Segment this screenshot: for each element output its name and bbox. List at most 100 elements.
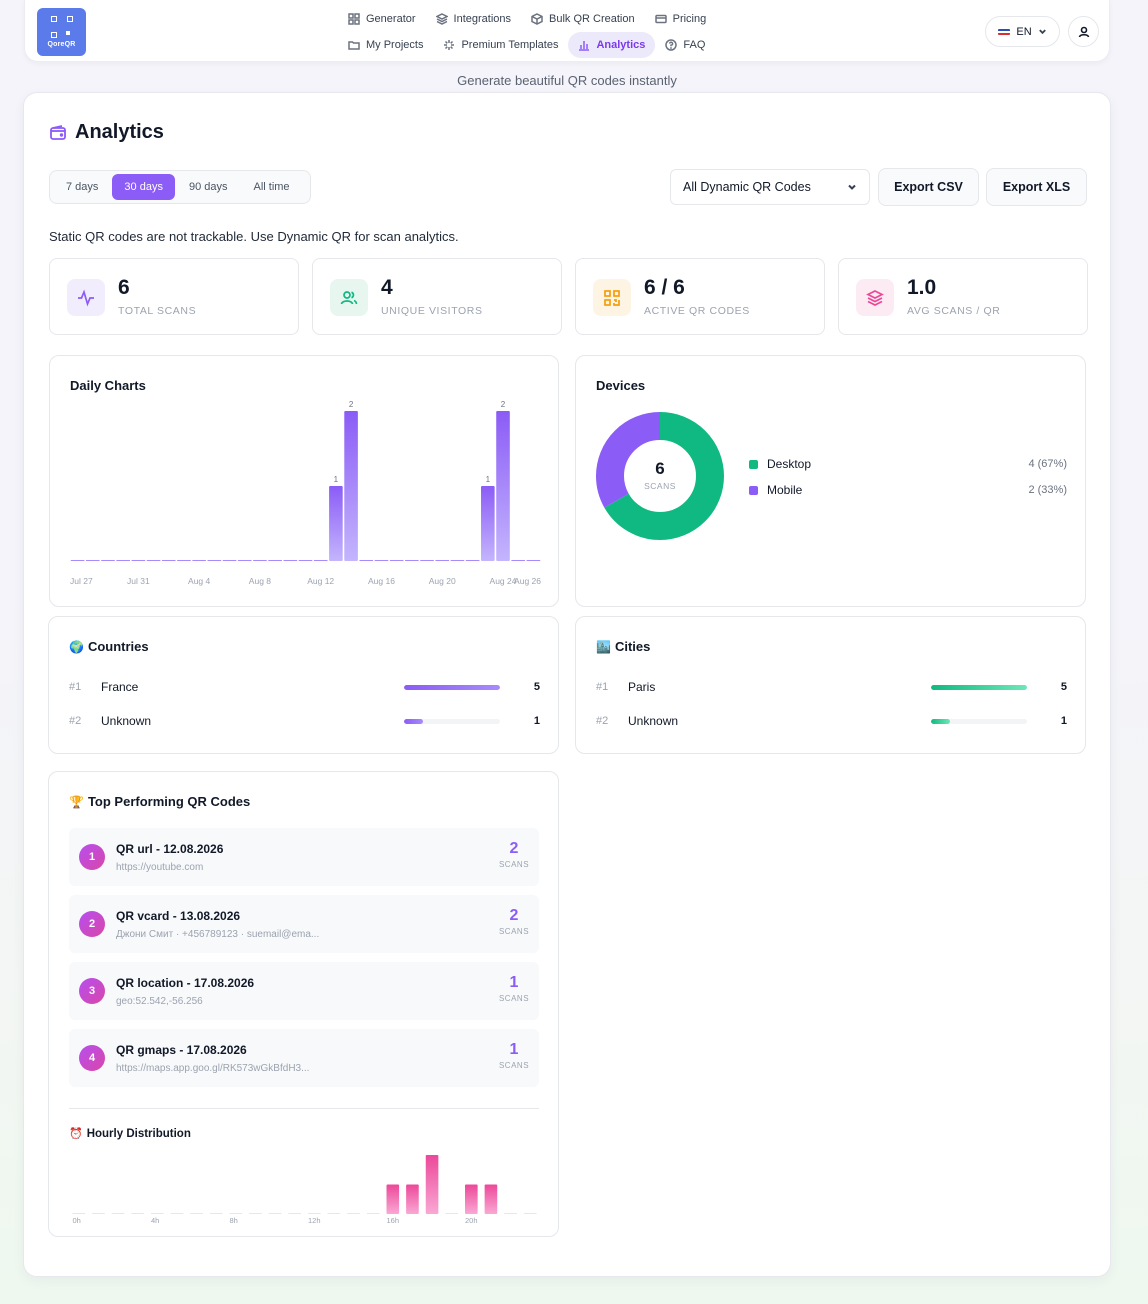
daily-bar — [70, 560, 85, 561]
bar-chart-icon — [579, 41, 590, 51]
qr-scan-count: 1 SCANS — [497, 974, 531, 1003]
hourly-bar — [249, 1213, 262, 1214]
rank-bar-fill — [404, 684, 500, 690]
range-7-days[interactable]: 7 days — [66, 181, 99, 193]
page-title: Analytics — [49, 121, 164, 144]
top-qr-item[interactable]: 2 QR vcard - 13.08.2026 Джони Смит · +45… — [69, 895, 539, 953]
hourly-bar — [72, 1213, 86, 1214]
qr-name: QR vcard - 13.08.2026 — [116, 909, 241, 923]
hourly-bar — [268, 1213, 282, 1214]
globe-icon: 🌍 — [69, 639, 84, 654]
divider — [69, 1108, 539, 1109]
range-90-days[interactable]: 90 days — [188, 181, 228, 193]
scan-label: SCANS — [498, 860, 530, 869]
nav-label: Premium Templates — [461, 39, 559, 51]
nav-generator[interactable]: Generator — [338, 6, 426, 32]
hourly-bar[interactable] — [484, 1184, 498, 1215]
nav-label: Pricing — [672, 13, 707, 25]
nav-pricing[interactable]: Pricing — [645, 6, 717, 32]
range-all-time[interactable]: All time — [253, 181, 290, 193]
hourly-bar — [504, 1213, 517, 1214]
daily-bar — [177, 560, 191, 561]
qr-logo-icon — [50, 16, 73, 38]
hourly-bar — [92, 1213, 105, 1214]
user-menu-button[interactable] — [1068, 16, 1099, 47]
brand-name: QoreQR — [47, 41, 76, 48]
nav-faq[interactable]: FAQ — [655, 32, 715, 58]
daily-bar — [450, 560, 465, 561]
panel-title: Devices — [596, 378, 646, 393]
nav-label: Bulk QR Creation — [549, 13, 635, 25]
rank-bar-fill — [404, 718, 424, 724]
daily-tick-label: Aug 12 — [307, 576, 334, 586]
export-xls-button[interactable]: Export XLS — [986, 168, 1087, 206]
cities-panel: 🏙️ Cities #1 Paris 5 #2 Unknown 1 — [575, 616, 1086, 754]
scan-number: 1 — [509, 1041, 519, 1058]
nav-bulk-qr[interactable]: Bulk QR Creation — [521, 6, 645, 32]
activity-icon — [67, 279, 105, 316]
language-selector[interactable]: EN — [985, 16, 1060, 47]
daily-bar[interactable] — [481, 486, 495, 561]
daily-bar[interactable] — [496, 411, 510, 561]
countries-panel: 🌍 Countries #1 France 5 #2 Unknown 1 — [48, 616, 559, 754]
daily-bar[interactable] — [344, 411, 358, 561]
city-icon: 🏙️ — [596, 639, 611, 654]
rank-badge: 4 — [79, 1045, 105, 1071]
range-30-days[interactable]: 30 days — [112, 174, 175, 200]
daily-bar — [85, 560, 100, 561]
qr-name: QR url - 12.08.2026 — [116, 842, 224, 856]
scan-label: SCANS — [498, 994, 530, 1003]
hourly-bar[interactable] — [386, 1184, 400, 1215]
qr-filter-select[interactable]: All Dynamic QR Codes — [670, 169, 870, 205]
rank-bar — [404, 718, 500, 724]
daily-bar — [161, 560, 176, 561]
nav-row-primary: Generator Integrations Bulk QR Creation … — [338, 6, 716, 32]
country-row: #1 France 5 — [69, 677, 540, 697]
panel-title: 🏙️ Cities — [596, 639, 650, 654]
daily-bar — [207, 560, 222, 561]
stat-label: AVG SCANS / QR — [907, 305, 1001, 317]
help-circle-icon — [665, 39, 678, 51]
daily-tick-label: Aug 8 — [249, 576, 271, 586]
qr-icon — [593, 279, 631, 316]
rank-count: 5 — [1060, 681, 1067, 693]
hourly-bar — [209, 1213, 223, 1214]
scan-number: 2 — [509, 907, 519, 924]
wallet-icon — [50, 124, 66, 140]
export-csv-button[interactable]: Export CSV — [878, 168, 979, 206]
hourly-bar — [347, 1213, 360, 1214]
layers-icon — [435, 13, 448, 25]
nav-row-secondary: My Projects Premium Templates Analytics … — [338, 32, 715, 58]
nav-premium-templates[interactable]: Premium Templates — [433, 32, 568, 58]
brand-logo[interactable]: QoreQR — [37, 8, 86, 56]
range-selector: 7 days 30 days 90 days All time — [49, 170, 311, 204]
nav-analytics[interactable]: Analytics — [568, 32, 656, 58]
daily-tick-label: Aug 24 — [490, 576, 517, 586]
top-qr-item[interactable]: 1 QR url - 12.08.2026 https://youtube.co… — [69, 828, 539, 886]
alarm-clock-icon: ⏰ — [69, 1128, 83, 1140]
top-qr-item[interactable]: 3 QR location - 17.08.2026 geo:52.542,-5… — [69, 962, 539, 1020]
daily-bar — [511, 560, 526, 561]
hourly-bar[interactable] — [406, 1184, 419, 1215]
rank-bar — [404, 684, 500, 690]
rank-badge: 1 — [79, 844, 105, 870]
rank-count: 5 — [533, 681, 540, 693]
hourly-bar[interactable] — [465, 1184, 478, 1215]
nav-my-projects[interactable]: My Projects — [338, 32, 433, 58]
nav-integrations[interactable]: Integrations — [426, 6, 521, 32]
daily-bar[interactable] — [329, 486, 343, 561]
stat-active-qr-codes: 6 / 6 ACTIVE QR CODES — [575, 258, 825, 335]
hourly-bar[interactable] — [425, 1155, 439, 1214]
city-row: #2 Unknown 1 — [596, 711, 1067, 731]
stat-value: 4 — [381, 276, 393, 299]
qr-name: QR gmaps - 17.08.2026 — [116, 1043, 247, 1057]
qr-destination: Джони Смит · +456789123 · suemail@ema... — [116, 929, 320, 940]
rank-badge: 3 — [79, 978, 105, 1004]
stat-value: 6 / 6 — [644, 276, 685, 299]
qr-filter-value: All Dynamic QR Codes — [683, 180, 811, 194]
top-qr-item[interactable]: 4 QR gmaps - 17.08.2026 https://maps.app… — [69, 1029, 539, 1087]
tracking-notice: Static QR codes are not trackable. Use D… — [49, 229, 459, 244]
nav-label: My Projects — [366, 39, 424, 51]
country-row: #2 Unknown 1 — [69, 711, 540, 731]
donut-slice-mobile[interactable] — [596, 412, 724, 540]
